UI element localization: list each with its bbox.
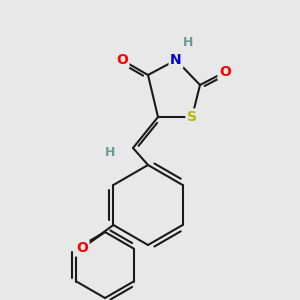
Text: H: H [183,37,193,50]
Text: H: H [105,146,115,158]
Text: N: N [170,53,182,67]
Text: S: S [187,110,197,124]
Text: O: O [76,241,88,255]
Text: O: O [219,65,231,79]
Text: O: O [116,53,128,67]
